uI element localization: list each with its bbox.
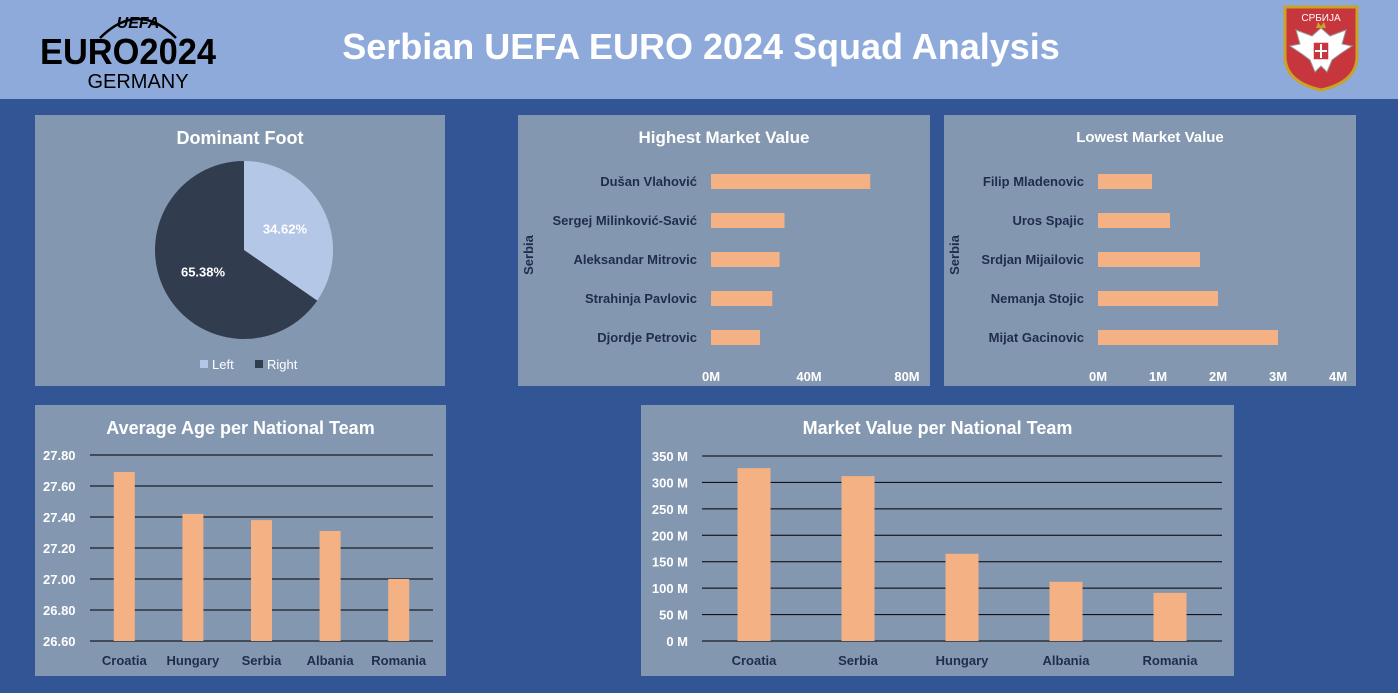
category-label-sergej-milinkovic-savic: Sergej Milinković-Savić (552, 213, 697, 228)
category-label-srdjan-mijailovic: Srdjan Mijailovic (981, 252, 1084, 267)
category-label-romania: Romania (371, 653, 427, 668)
category-label-filip-mladenovic: Filip Mladenovic (983, 174, 1084, 189)
bar-hungary (945, 553, 979, 641)
chart-title: Lowest Market Value (1076, 129, 1224, 146)
category-label-serbia: Serbia (838, 653, 879, 668)
category-label-strahinja-pavlovic: Strahinja Pavlovic (585, 291, 697, 306)
category-label-nemanja-stojic: Nemanja Stojic (991, 291, 1084, 306)
lowest-market-value-panel: Lowest Market Value Filip Mladenovic Uros… (944, 115, 1356, 386)
pie-label-left: 34.62% (263, 221, 308, 236)
bar-aleksandar-mitrovic (711, 252, 780, 267)
page-title: Serbian UEFA EURO 2024 Squad Analysis (342, 26, 1060, 67)
bar-strahinja-pavlovic (711, 291, 773, 306)
bar-sergej-milinkovic-savic (711, 213, 785, 228)
axis-label-y: Serbia (521, 234, 536, 275)
bar-srdjan-mijailovic (1098, 252, 1200, 267)
tick-label: 300 M (652, 475, 688, 490)
bar-dusan-vlahovic (711, 174, 871, 189)
category-label-croatia: Croatia (102, 653, 148, 668)
lowest-market-value-chart: Filip Mladenovic Uros Spajic Srdjan Mijail… (947, 174, 1347, 384)
euro-2024-logo: UEFA EURO2024 GERMANY (40, 15, 216, 92)
highest-market-value-chart: Dušan Vlahović Sergej Milinković-Savić Ale… (521, 174, 920, 384)
axis-label-y: Serbia (947, 234, 962, 275)
chart-title: Market Value per National Team (802, 418, 1073, 438)
bar-croatia (113, 472, 135, 641)
tick-label: 40M (796, 369, 821, 384)
market-value-team-panel: Market Value per National Team 0 M 50 M 10… (641, 405, 1234, 676)
tick-label: 1M (1149, 369, 1167, 384)
tick-label: 350 M (652, 449, 688, 464)
category-label-serbia: Serbia (242, 653, 283, 668)
pie-slice-right (154, 161, 318, 339)
tick-label: 80M (894, 369, 919, 384)
average-age-panel: Average Age per National Team 26.60 26.80… (35, 405, 446, 676)
bar-serbia (841, 476, 875, 641)
dominant-foot-panel: Dominant Foot 34.62% 65.38% Left Right (35, 115, 445, 386)
legend-label-right: Right (267, 357, 298, 372)
category-label-djordje-petrovic: Djordje Petrovic (597, 330, 697, 345)
bar-nemanja-stojic (1098, 291, 1218, 306)
bar-croatia (737, 468, 771, 641)
tick-label: 27.60 (43, 479, 76, 494)
highest-market-value-panel: Highest Market Value Dušan Vlahović Serge… (518, 115, 930, 386)
tick-label: 3M (1269, 369, 1287, 384)
category-label-uros-spajic: Uros Spajic (1012, 213, 1084, 228)
legend-swatch-left (200, 360, 208, 368)
tick-label: 0 M (666, 634, 688, 649)
legend-swatch-right (255, 360, 263, 368)
bar-albania (1049, 581, 1083, 641)
bar-mijat-gacinovic (1098, 330, 1278, 345)
tick-label: 27.20 (43, 541, 76, 556)
logo-uefa: UEFA (117, 15, 160, 32)
tick-label: 26.80 (43, 603, 76, 618)
bar-filip-mladenovic (1098, 174, 1152, 189)
category-label-albania: Albania (307, 653, 355, 668)
tick-label: 2M (1209, 369, 1227, 384)
tick-label: 200 M (652, 528, 688, 543)
chart-title: Dominant Foot (176, 128, 304, 148)
category-label-hungary: Hungary (936, 653, 990, 668)
category-label-aleksandar-mitrovic: Aleksandar Mitrovic (573, 252, 697, 267)
bar-uros-spajic (1098, 213, 1170, 228)
tick-label: 4M (1329, 369, 1347, 384)
chart-title: Highest Market Value (638, 128, 810, 147)
pie-slice-left (244, 161, 333, 301)
average-age-chart: 26.60 26.80 27.00 27.20 27.40 27.60 27.80 Croat… (43, 448, 433, 668)
category-label-mijat-gacinovic: Mijat Gacinovic (989, 330, 1084, 345)
header-bar: UEFA EURO2024 GERMANY Serbian UEFA EURO … (0, 0, 1398, 99)
tick-label: 0M (1089, 369, 1107, 384)
bar-albania (319, 530, 341, 641)
tick-label: 100 M (652, 581, 688, 596)
dominant-foot-pie-chart: 34.62% 65.38% Left Right (154, 161, 333, 372)
chart-title: Average Age per National Team (106, 418, 375, 438)
category-label-dusan-vlahovic: Dušan Vlahović (600, 174, 697, 189)
bar-hungary (182, 513, 204, 641)
tick-label: 0M (702, 369, 720, 384)
category-label-albania: Albania (1043, 653, 1091, 668)
bar-romania (388, 579, 410, 641)
logo-germany: GERMANY (87, 71, 188, 92)
category-label-hungary: Hungary (167, 653, 221, 668)
tick-label: 27.00 (43, 572, 76, 587)
tick-label: 27.40 (43, 510, 76, 525)
tick-label: 250 M (652, 502, 688, 517)
market-value-team-chart: 0 M 50 M 100 M 150 M 200 M 250 M 300 M 350 M Cro… (652, 449, 1222, 668)
category-label-croatia: Croatia (732, 653, 778, 668)
tick-label: 50 M (659, 608, 688, 623)
crest-text: СРБИЈА (1301, 13, 1341, 24)
bar-romania (1153, 592, 1187, 641)
legend-label-left: Left (212, 357, 234, 372)
tick-label: 26.60 (43, 634, 76, 649)
pie-label-right: 65.38% (181, 265, 226, 280)
serbia-crest-icon: СРБИЈА (1283, 5, 1359, 92)
tick-label: 150 M (652, 555, 688, 570)
bar-serbia (251, 520, 272, 641)
category-label-romania: Romania (1143, 653, 1199, 668)
tick-label: 27.80 (43, 448, 76, 463)
logo-euro: EURO2024 (40, 31, 216, 72)
bar-djordje-petrovic (711, 330, 760, 345)
